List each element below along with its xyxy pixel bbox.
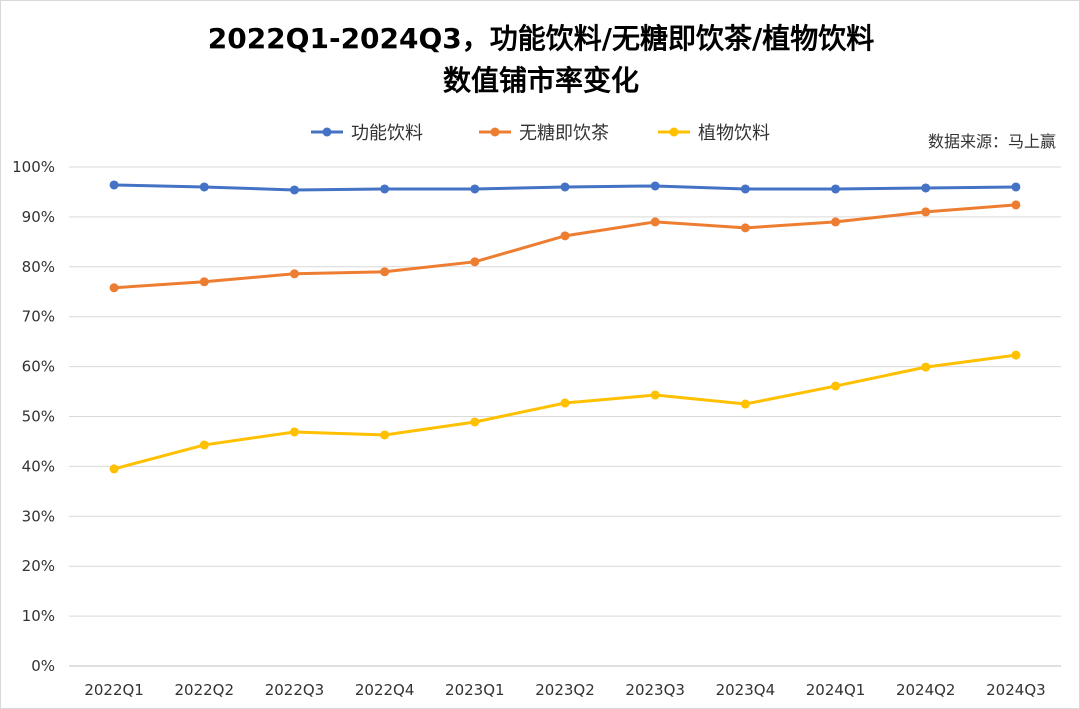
y-tick-label: 100% <box>12 158 55 176</box>
series-1 <box>109 200 1021 293</box>
data-point <box>289 269 299 279</box>
data-point <box>831 184 841 194</box>
data-point <box>740 399 750 409</box>
x-tick-label: 2023Q4 <box>716 681 776 699</box>
data-point <box>109 180 119 190</box>
data-source: 数据来源：马上赢 <box>928 132 1056 151</box>
data-point <box>831 381 841 391</box>
x-tick-label: 2022Q1 <box>84 681 144 699</box>
data-point <box>1011 350 1021 360</box>
data-point <box>470 184 480 194</box>
chart-subtitle: 数值铺市率变化 <box>443 64 639 97</box>
x-tick-label: 2023Q2 <box>535 681 595 699</box>
x-tick-label: 2024Q3 <box>986 681 1046 699</box>
data-point <box>921 183 931 193</box>
x-tick-label: 2023Q1 <box>445 681 505 699</box>
legend-label: 无糖即饮茶 <box>519 123 609 144</box>
y-tick-label: 70% <box>22 308 55 326</box>
data-point <box>1011 182 1021 192</box>
x-tick-label: 2022Q4 <box>355 681 415 699</box>
data-point <box>650 390 660 400</box>
data-point <box>380 430 390 440</box>
data-point <box>199 277 209 287</box>
x-tick-label: 2022Q3 <box>265 681 325 699</box>
data-point <box>380 184 390 194</box>
data-point <box>470 257 480 267</box>
legend-marker <box>490 127 500 137</box>
legend-marker <box>669 127 679 137</box>
series-0 <box>109 180 1021 195</box>
chart-title: 2022Q1-2024Q3，功能饮料/无糖即饮茶/植物饮料 <box>208 22 875 55</box>
legend-label: 功能饮料 <box>351 123 423 144</box>
legend-item: 无糖即饮茶 <box>479 123 609 144</box>
data-point <box>109 464 119 474</box>
data-point <box>199 182 209 192</box>
y-tick-label: 0% <box>31 657 55 675</box>
x-tick-label: 2024Q2 <box>896 681 956 699</box>
data-point <box>921 362 931 372</box>
data-point <box>1011 200 1021 210</box>
y-tick-label: 20% <box>22 557 55 575</box>
y-tick-label: 90% <box>22 208 55 226</box>
x-tick-label: 2023Q3 <box>625 681 685 699</box>
data-point <box>560 231 570 241</box>
y-tick-label: 40% <box>22 457 55 475</box>
y-tick-label: 10% <box>22 607 55 625</box>
data-point <box>650 181 660 191</box>
y-tick-label: 30% <box>22 507 55 525</box>
data-point <box>289 185 299 195</box>
x-tick-label: 2024Q1 <box>806 681 866 699</box>
data-point <box>289 427 299 437</box>
y-tick-label: 60% <box>22 358 55 376</box>
y-tick-label: 50% <box>22 408 55 426</box>
legend-label: 植物饮料 <box>698 123 770 144</box>
series-2 <box>109 350 1021 474</box>
data-point <box>380 267 390 277</box>
x-tick-label: 2022Q2 <box>175 681 235 699</box>
data-point <box>560 182 570 192</box>
data-point <box>740 223 750 233</box>
data-point <box>470 417 480 427</box>
data-point <box>921 207 931 217</box>
y-tick-label: 80% <box>22 258 55 276</box>
data-point <box>740 184 750 194</box>
data-point <box>109 283 119 293</box>
data-point <box>560 398 570 408</box>
data-point <box>650 217 660 227</box>
legend-item: 植物饮料 <box>658 123 770 144</box>
series-line <box>113 353 1017 471</box>
legend-item: 功能饮料 <box>311 123 423 144</box>
legend-marker <box>322 127 332 137</box>
data-point <box>831 217 841 227</box>
data-point <box>199 440 209 450</box>
